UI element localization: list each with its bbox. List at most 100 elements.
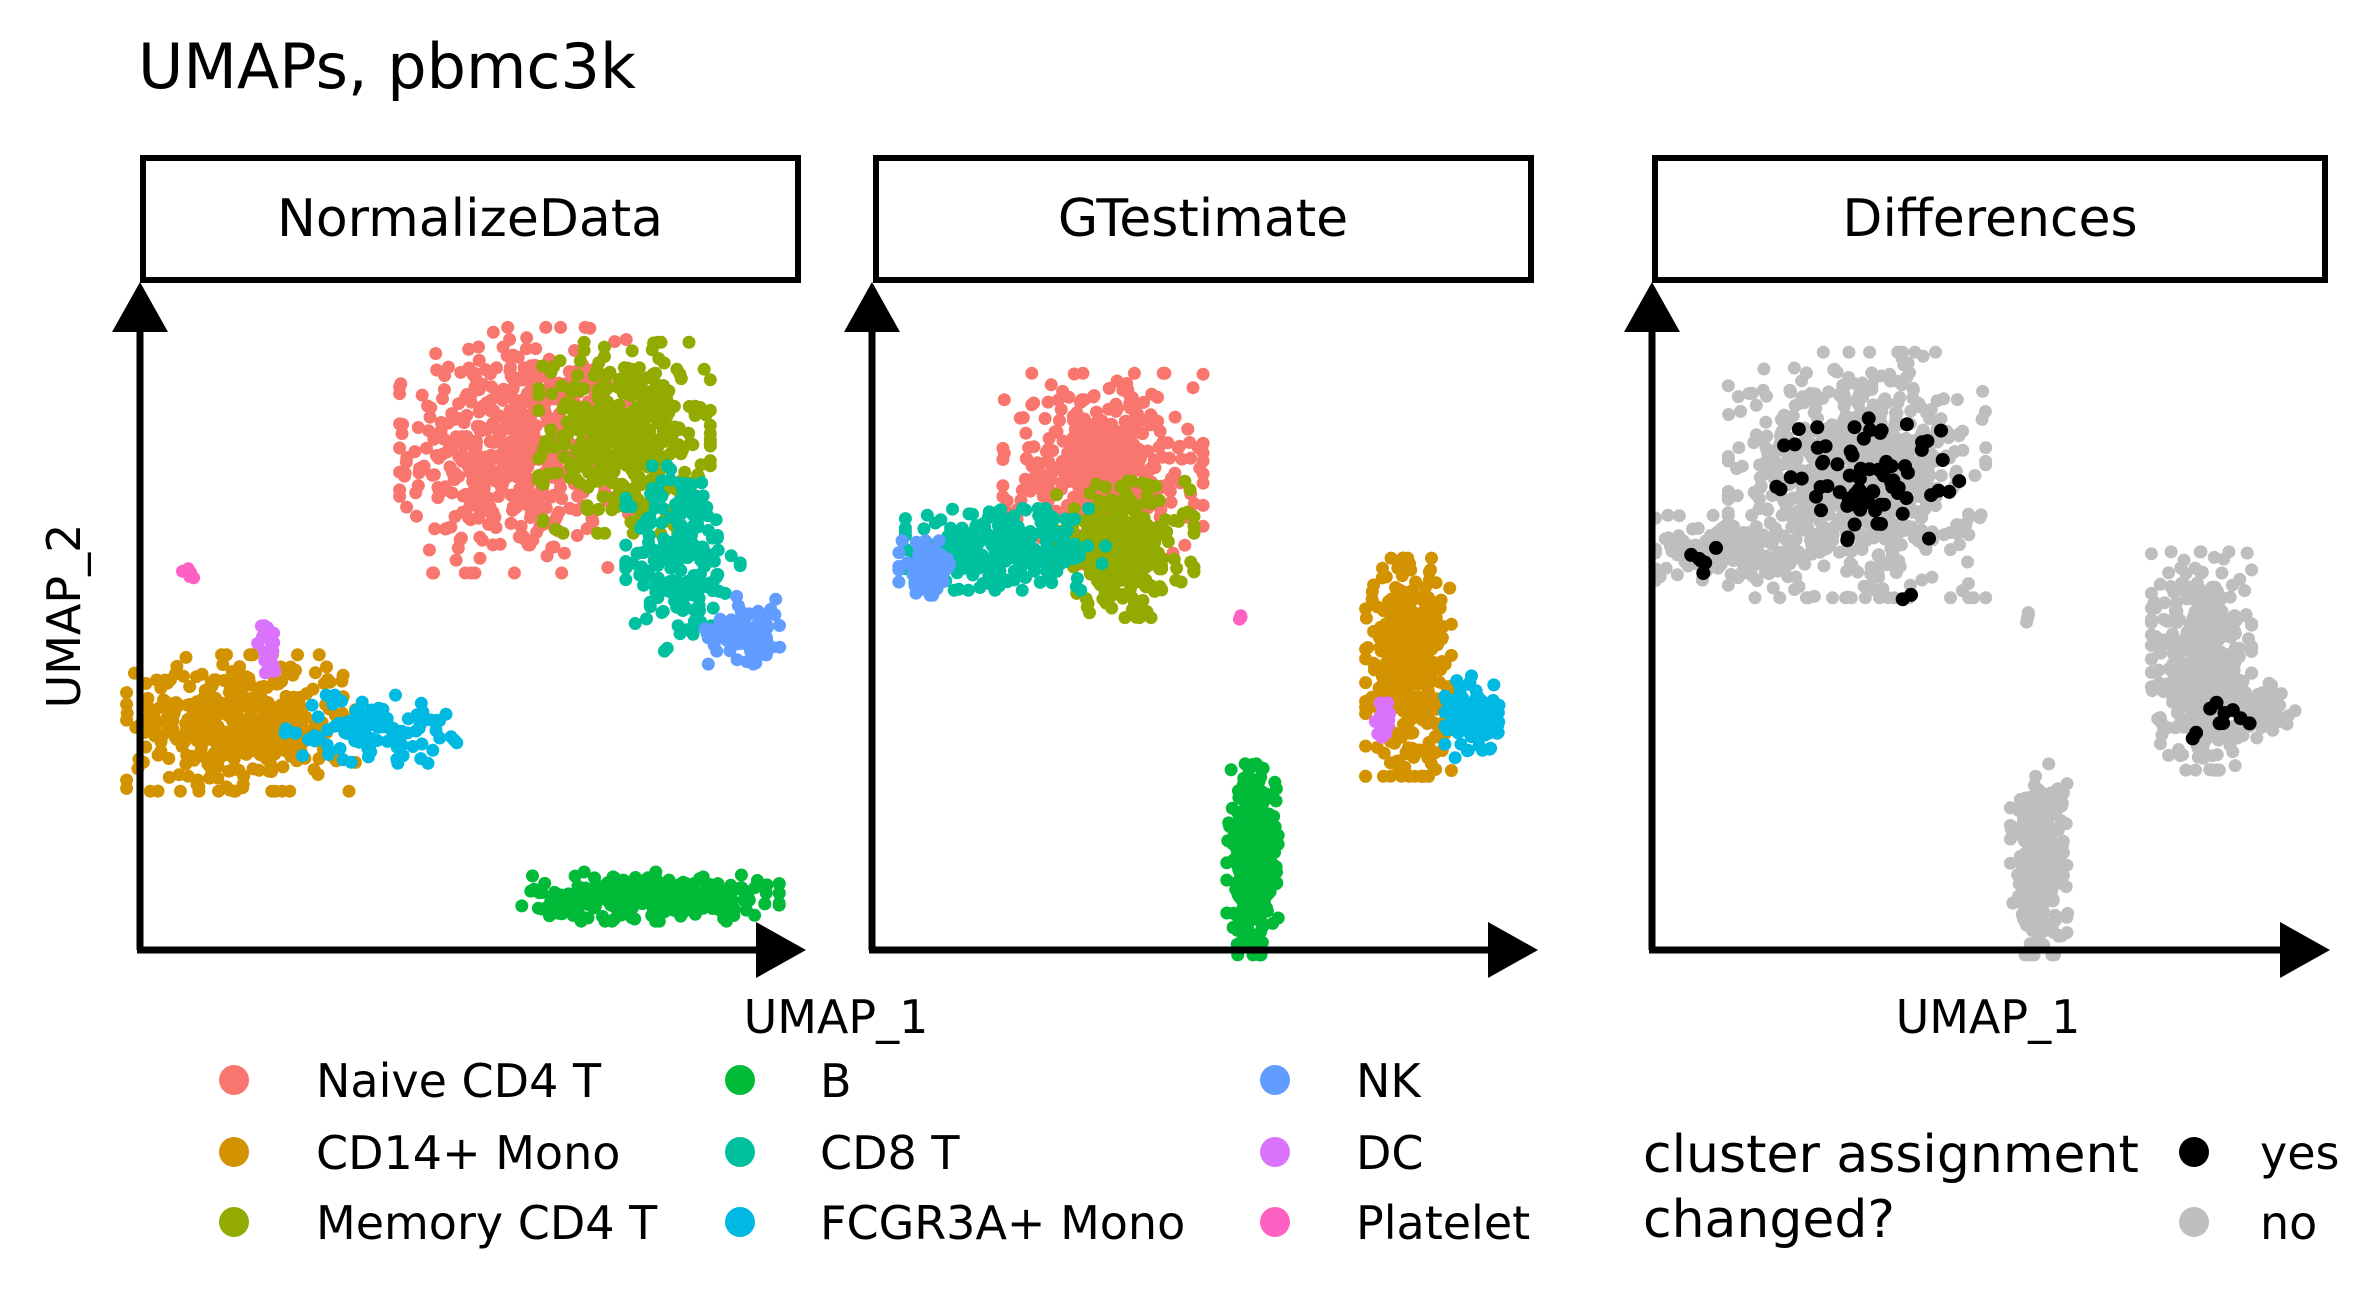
data-point [391, 756, 405, 770]
data-point [506, 372, 520, 386]
data-point [625, 911, 639, 925]
data-point [1033, 575, 1047, 589]
data-point [296, 749, 310, 763]
data-point [730, 589, 744, 603]
data-point [1376, 769, 1390, 783]
data-point [1406, 699, 1420, 713]
data-point [1016, 411, 1030, 425]
data-point [470, 419, 484, 433]
data-point [583, 321, 597, 335]
data-point [1178, 538, 1192, 552]
data-point [619, 555, 633, 568]
data-point [1142, 463, 1156, 477]
data-point [773, 640, 787, 654]
data-point [151, 784, 165, 798]
data-point [1152, 493, 1166, 507]
data-point [1081, 513, 1094, 527]
data-point [532, 493, 546, 507]
data-point [292, 695, 306, 709]
data-point [1454, 737, 1468, 751]
data-point [176, 669, 190, 683]
data-point [1102, 381, 1116, 395]
data-point [1734, 404, 1748, 418]
data-point [1044, 378, 1058, 392]
data-point [743, 607, 757, 621]
data-point [1706, 508, 1720, 522]
data-point [1074, 583, 1088, 597]
data-point [1748, 591, 1762, 605]
data-point [658, 905, 672, 919]
data-point [769, 592, 783, 606]
data-point [486, 325, 500, 339]
data-point [528, 504, 542, 517]
data-point [477, 481, 491, 495]
data-point [584, 438, 598, 451]
data-point [529, 342, 543, 356]
data-point [759, 648, 773, 662]
data-point [460, 388, 474, 401]
data-point [472, 377, 486, 391]
data-point [581, 480, 595, 494]
data-point [1744, 545, 1758, 559]
data-point [1397, 690, 1411, 704]
data-point [640, 612, 653, 626]
data-point [1245, 860, 1259, 874]
data-point [636, 897, 649, 911]
data-point [892, 546, 906, 560]
data-point [1365, 593, 1379, 607]
data-point [1196, 436, 1210, 450]
data-point [1418, 614, 1432, 628]
data-point [689, 489, 703, 503]
data-point [1749, 398, 1763, 412]
data-point [557, 450, 571, 464]
data-point [1732, 441, 1746, 455]
data-point [1359, 769, 1373, 783]
data-point [1465, 669, 1478, 683]
data-point [305, 698, 319, 712]
data-point [1840, 564, 1854, 578]
data-point [2144, 547, 2158, 561]
data-point [424, 713, 438, 727]
data-point [286, 668, 300, 682]
data-point [953, 533, 967, 547]
data-point [670, 362, 684, 376]
data-point [946, 502, 959, 516]
data-point [262, 764, 276, 778]
data-point [392, 728, 406, 742]
data-point [917, 522, 931, 536]
data-point [1229, 831, 1243, 845]
data-point [996, 453, 1010, 466]
data-point [263, 725, 277, 739]
data-point [532, 886, 546, 900]
data-point [654, 516, 668, 530]
data-point [605, 914, 619, 928]
data-point [1268, 820, 1282, 834]
data-point [1424, 757, 1438, 771]
data-point [1091, 574, 1104, 588]
data-point [703, 418, 717, 432]
data-point [491, 423, 505, 437]
data-point [1872, 548, 1886, 562]
strip-label-differences: Differences [1842, 189, 2137, 249]
data-point [1961, 555, 1974, 569]
data-point [700, 500, 714, 514]
data-point [608, 881, 622, 894]
data-point [1116, 591, 1130, 605]
data-point [1061, 516, 1075, 530]
data-point [982, 509, 996, 523]
data-point [532, 473, 546, 487]
data-point [664, 561, 678, 575]
data-point [1183, 436, 1197, 449]
data-point [443, 460, 457, 474]
data-point [703, 459, 717, 473]
data-point [1788, 583, 1802, 596]
data-point [1664, 536, 1677, 550]
data-point [501, 320, 515, 334]
data-point [1367, 625, 1381, 638]
data-point [335, 674, 349, 688]
data-point [918, 544, 932, 558]
data-point [674, 508, 687, 522]
data-point [645, 459, 659, 473]
data-point [473, 530, 487, 544]
data-point [1183, 483, 1197, 497]
